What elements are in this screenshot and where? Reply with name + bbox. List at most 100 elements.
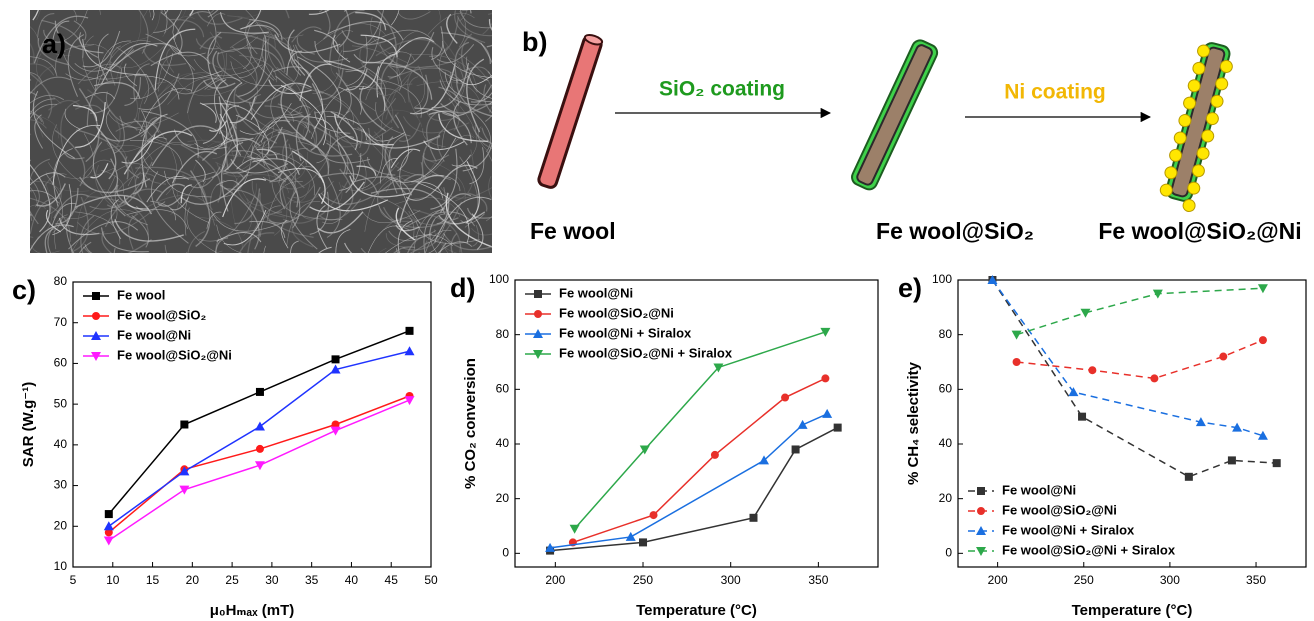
marker [711, 451, 719, 459]
x-axis-title: Temperature (°C) [1072, 602, 1193, 619]
series-line [109, 400, 410, 540]
x-tick-label: 50 [424, 573, 438, 587]
legend-label: Fe wool@Ni + Siralox [1002, 522, 1135, 537]
y-tick-label: 40 [496, 436, 510, 450]
marker [1013, 358, 1021, 366]
x-tick-label: 20 [186, 573, 200, 587]
y-tick-label: 60 [939, 382, 953, 396]
y-tick-label: 0 [502, 546, 509, 560]
panel-label: b) [522, 27, 547, 57]
marker [626, 532, 636, 541]
legend-label: Fe wool@SiO₂@Ni [117, 347, 232, 362]
marker [1258, 284, 1268, 293]
y-tick-label: 50 [54, 396, 68, 410]
y-tick-label: 80 [939, 327, 953, 341]
y-tick-label: 20 [939, 491, 953, 505]
x-tick-label: 40 [345, 573, 359, 587]
legend-label: Fe wool@Ni [1002, 482, 1076, 497]
fe-wool-sio2-rod [849, 38, 939, 192]
y-tick-label: 40 [54, 437, 68, 451]
x-tick-label: 15 [146, 573, 160, 587]
x-tick-label: 45 [385, 573, 399, 587]
figure: a) b) SiO₂ coating Ni coating Fe wool Fe… [0, 0, 1314, 621]
marker [1150, 374, 1158, 382]
marker [821, 374, 829, 382]
marker [180, 421, 188, 429]
marker [104, 521, 114, 530]
x-tick-label: 30 [265, 573, 279, 587]
x-tick-label: 350 [1246, 573, 1266, 587]
x-tick-label: 350 [808, 573, 828, 587]
legend-label: Fe wool@SiO₂@Ni + Siralox [559, 345, 733, 360]
y-tick-label: 30 [54, 478, 68, 492]
x-tick-label: 250 [1074, 573, 1094, 587]
marker [256, 388, 264, 396]
marker [834, 424, 842, 432]
x-tick-label: 5 [70, 573, 77, 587]
panel-label: e) [898, 273, 922, 303]
legend-label: Fe wool@SiO₂@Ni [1002, 502, 1117, 517]
panel-label: a) [42, 29, 66, 59]
y-tick-label: 60 [496, 382, 510, 396]
marker [405, 346, 415, 355]
legend-marker [92, 312, 100, 320]
marker [105, 510, 113, 518]
series-line [992, 280, 1276, 477]
y-tick-label: 70 [54, 315, 68, 329]
y-tick-label: 80 [496, 327, 510, 341]
y-tick-label: 60 [54, 356, 68, 370]
panel-label: d) [450, 273, 475, 303]
legend-marker [92, 292, 100, 300]
x-tick-label: 300 [721, 573, 741, 587]
marker [1088, 366, 1096, 374]
fe-wool-sio2-ni-rod [1157, 40, 1237, 213]
marker [1078, 413, 1086, 421]
x-tick-label: 300 [1160, 573, 1180, 587]
marker [1185, 473, 1193, 481]
legend-label: Fe wool@Ni [559, 285, 633, 300]
step-label: SiO₂ coating [659, 78, 785, 101]
marker [749, 514, 757, 522]
plot-frame [73, 282, 431, 567]
marker [639, 538, 647, 546]
marker [406, 327, 414, 335]
legend-label: Fe wool@SiO₂@Ni + Siralox [1002, 542, 1176, 557]
legend-marker [534, 290, 542, 298]
material-label: Fe wool@SiO₂ [876, 218, 1034, 244]
marker [179, 486, 189, 495]
legend-marker [977, 487, 985, 495]
y-tick-label: 80 [54, 274, 68, 288]
material-label: Fe wool@SiO₂@Ni [1098, 218, 1301, 244]
legend-marker [977, 507, 985, 515]
y-tick-label: 10 [54, 559, 68, 573]
legend-label: Fe wool [117, 287, 165, 302]
y-axis-title: % CO₂ conversion [462, 358, 479, 489]
marker [1273, 459, 1281, 467]
marker [1080, 309, 1090, 318]
marker [255, 422, 265, 431]
y-tick-label: 100 [489, 272, 509, 286]
y-tick-label: 0 [945, 546, 952, 560]
legend-label: Fe wool@SiO₂ [117, 307, 206, 322]
marker [1012, 331, 1022, 340]
y-axis-title: SAR (W.g⁻¹) [20, 382, 37, 467]
x-tick-label: 10 [106, 573, 120, 587]
material-label: Fe wool [530, 218, 616, 244]
series-line [573, 378, 826, 542]
marker [1228, 456, 1236, 464]
marker [798, 420, 808, 429]
series-line [575, 332, 826, 529]
legend-marker [534, 310, 542, 318]
x-axis-title: Temperature (°C) [636, 602, 757, 619]
marker [256, 445, 264, 453]
marker [792, 445, 800, 453]
marker [405, 396, 415, 405]
legend-label: Fe wool@SiO₂@Ni [559, 305, 674, 320]
marker [332, 355, 340, 363]
x-tick-label: 200 [545, 573, 565, 587]
marker [781, 394, 789, 402]
marker [570, 525, 580, 534]
marker [650, 511, 658, 519]
y-tick-label: 20 [54, 518, 68, 532]
y-axis-title: % CH₄ selectivity [905, 361, 922, 485]
